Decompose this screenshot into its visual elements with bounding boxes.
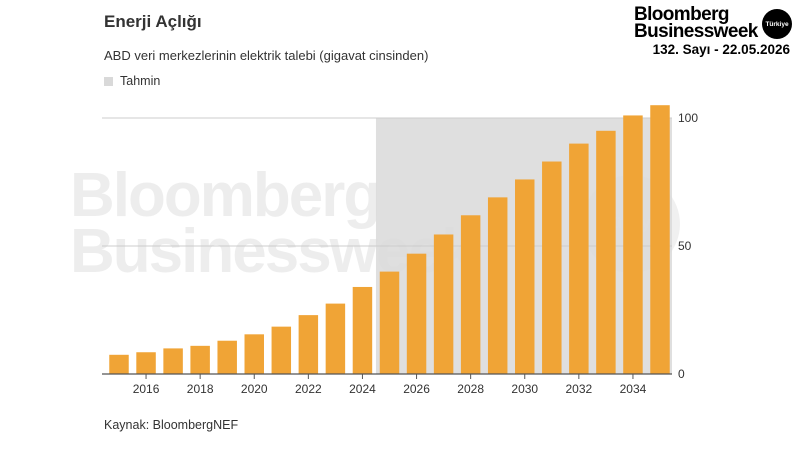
bar-2032 [569,143,589,374]
brand-logo: Bloomberg Businessweek Türkiye [634,4,794,42]
x-tick-label-2026: 2026 [403,382,430,396]
x-tick-label-2022: 2022 [295,382,322,396]
x-tick-label-2024: 2024 [349,382,376,396]
bar-2026 [406,253,427,374]
x-tick-label-2018: 2018 [187,382,214,396]
y-tick-label-100: 100 [678,111,698,125]
bar-2025 [379,271,400,374]
legend-label-forecast: Tahmin [120,74,161,88]
y-tick-label-0: 0 [678,367,685,381]
bar-2024 [352,286,373,374]
x-tick-label-2030: 2030 [511,382,538,396]
chart-subtitle: ABD veri merkezlerinin elektrik talebi (… [104,48,429,63]
brand-badge: Türkiye [762,9,792,39]
bar-2031 [542,161,562,374]
x-tick-label-2016: 2016 [133,382,160,396]
bar-2018 [190,345,210,374]
chart-source: Kaynak: BloombergNEF [104,418,239,432]
bar-2021 [271,326,292,374]
bar-2016 [136,352,156,374]
legend-swatch-forecast [104,76,113,86]
x-tick-label-2028: 2028 [457,382,484,396]
y-tick-label-50: 50 [678,239,692,253]
chart-legend: Tahmin [104,74,160,88]
issue-info: 132. Sayı - 22.05.2026 [652,42,790,57]
x-tick-label-2032: 2032 [565,382,592,396]
bar-2017 [163,348,183,374]
x-tick-label-2020: 2020 [241,382,268,396]
bar-2028 [460,215,481,374]
bar-2035 [650,105,670,374]
bar-2034 [623,115,643,374]
bar-2030 [515,179,535,374]
bar-2029 [487,197,508,374]
chart-title: Enerji Açlığı [104,12,202,31]
x-tick-label-2034: 2034 [620,382,647,396]
bar-2019 [217,340,237,374]
bar-2033 [596,130,616,374]
bar-2015 [109,354,129,374]
bar-2020 [244,334,264,374]
bar-2027 [433,234,454,374]
bar-2023 [325,303,346,374]
bar-2022 [298,315,319,374]
brand-logo-line1: Bloomberg [634,4,729,25]
brand-logo-line2: Businessweek [634,21,758,42]
